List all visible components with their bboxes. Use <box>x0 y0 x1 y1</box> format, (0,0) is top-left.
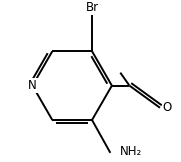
Text: N: N <box>28 79 37 92</box>
Text: Br: Br <box>85 1 99 14</box>
Text: O: O <box>163 101 172 114</box>
Text: NH₂: NH₂ <box>119 145 142 158</box>
